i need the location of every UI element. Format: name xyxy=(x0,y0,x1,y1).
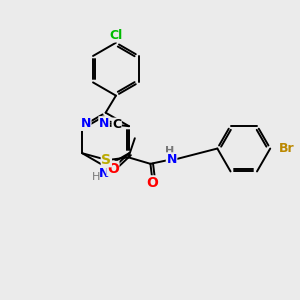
Text: H: H xyxy=(92,172,100,182)
Text: N: N xyxy=(167,153,177,166)
Text: Br: Br xyxy=(278,142,294,155)
Text: O: O xyxy=(107,161,119,176)
Text: H: H xyxy=(166,146,175,156)
Text: S: S xyxy=(101,153,111,167)
Text: C: C xyxy=(112,118,121,131)
Text: N: N xyxy=(81,117,91,130)
Text: N: N xyxy=(99,117,109,130)
Text: O: O xyxy=(146,176,158,190)
Text: N: N xyxy=(99,167,110,180)
Text: Cl: Cl xyxy=(109,29,123,42)
